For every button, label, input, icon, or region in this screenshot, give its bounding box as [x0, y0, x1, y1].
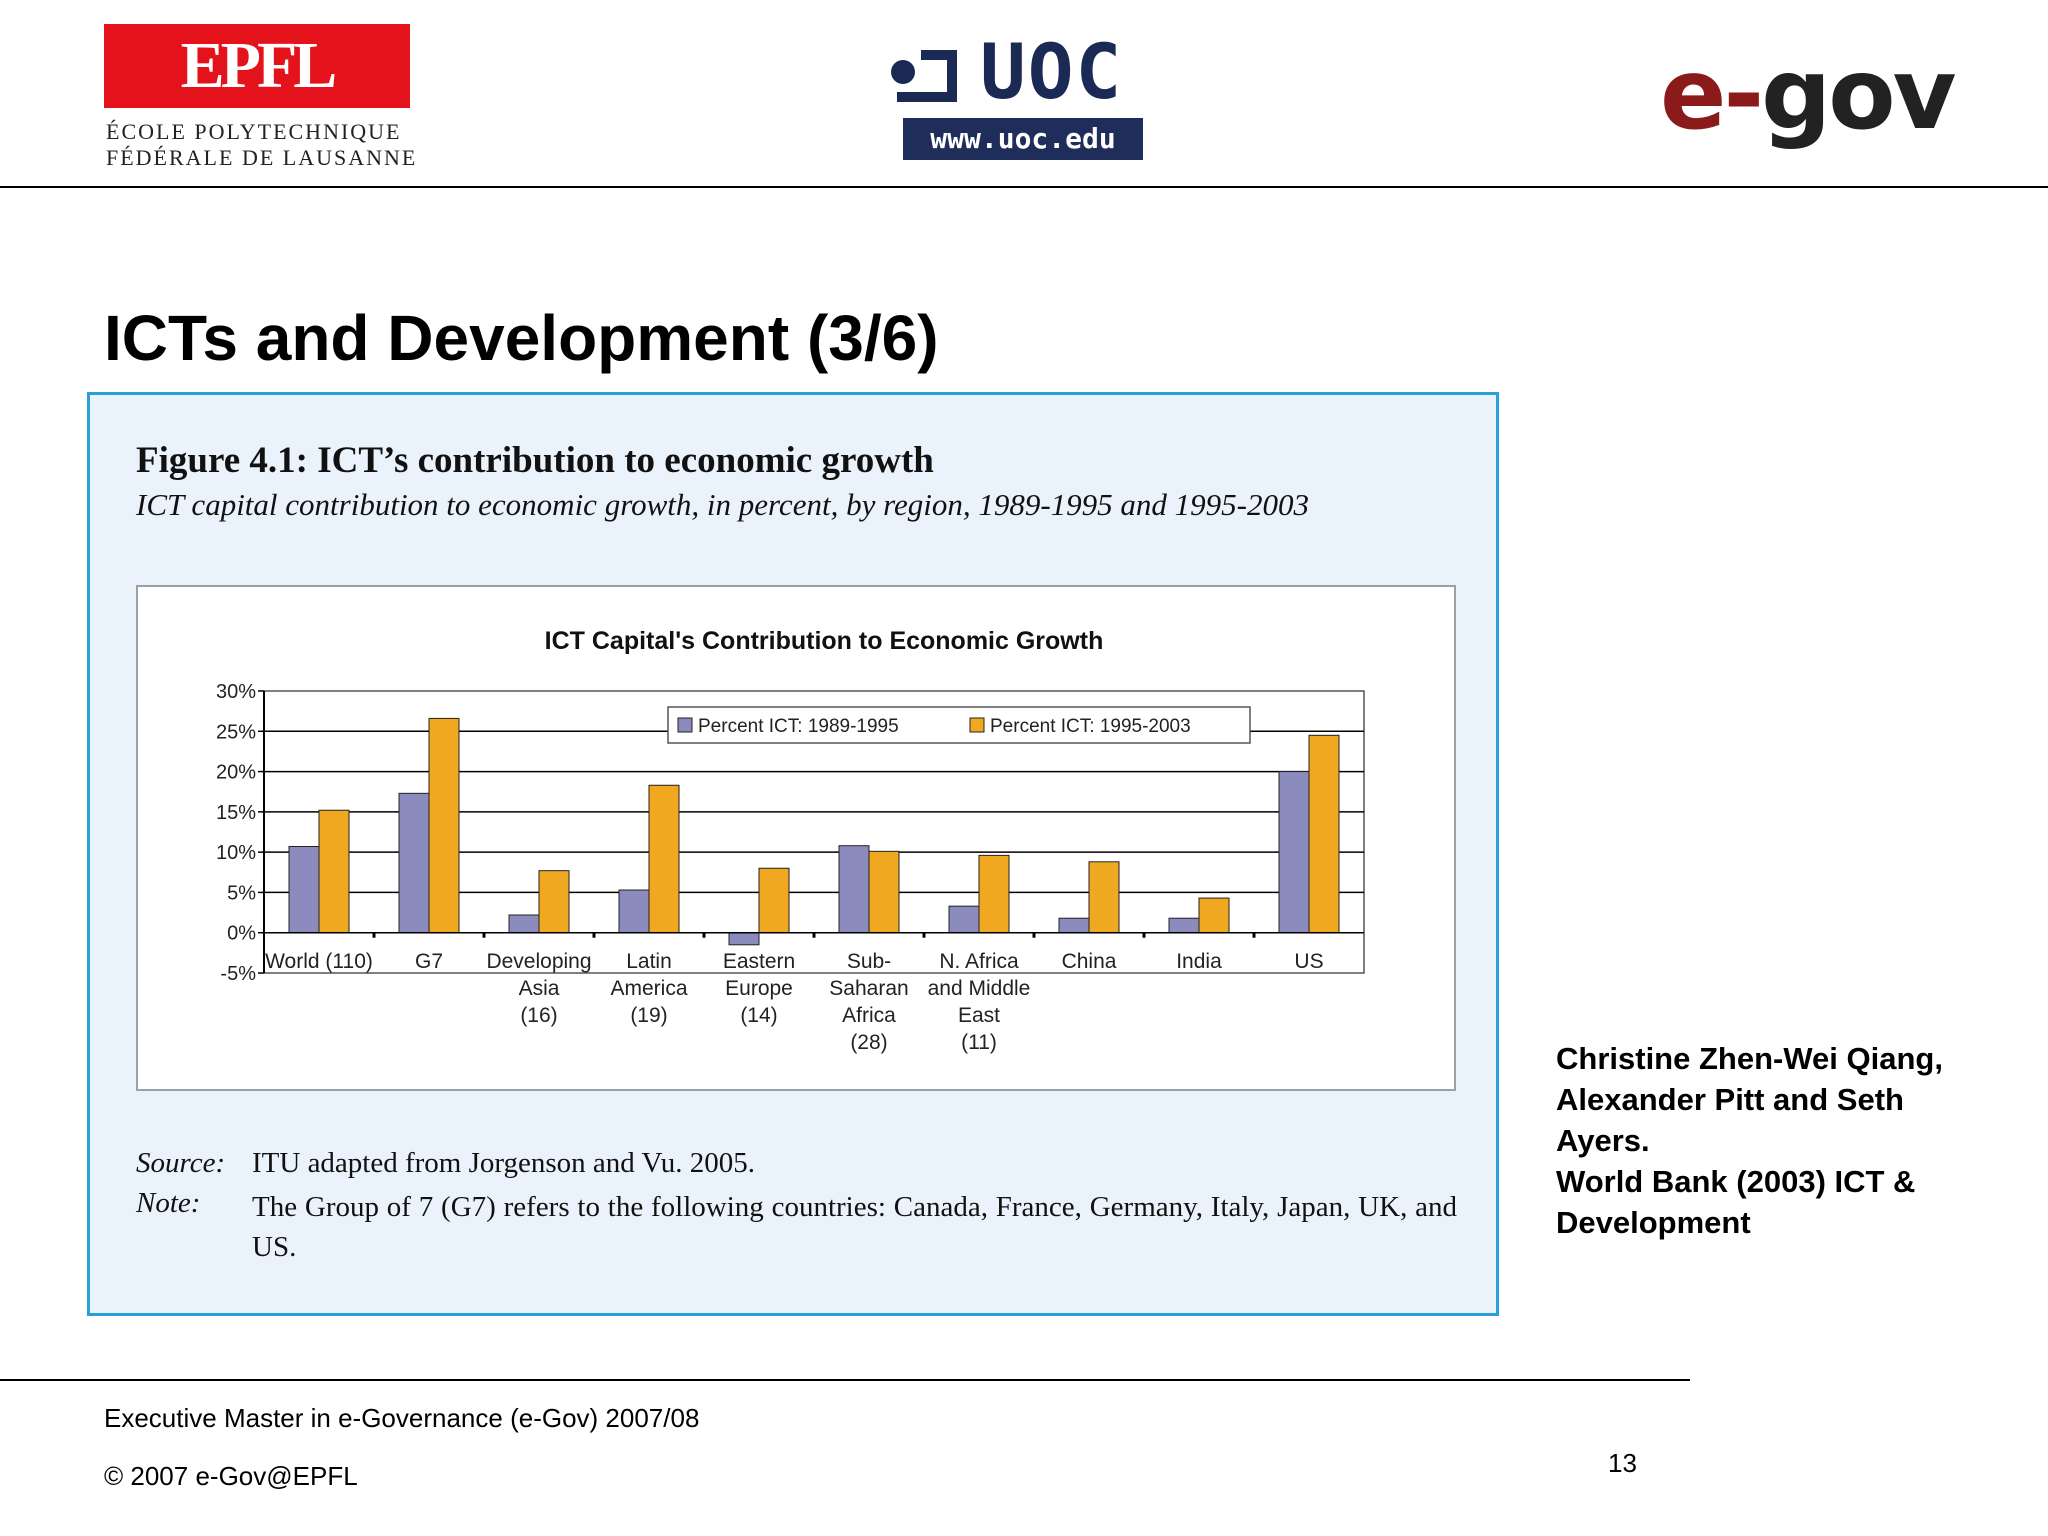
figure-subtitle: ICT capital contribution to economic gro…: [136, 487, 1310, 522]
epfl-logo-block: EPFL: [104, 24, 410, 108]
x-tick-label: World (110): [265, 950, 373, 973]
bar: [288, 846, 320, 934]
x-tick-label: Sub-: [847, 950, 891, 973]
legend-box: [667, 706, 1251, 744]
x-tick-label: China: [1062, 950, 1117, 973]
x-tick-label: and Middle: [928, 977, 1031, 1000]
bar: [1088, 861, 1120, 934]
bar: [1308, 734, 1340, 934]
footer-divider: [0, 1379, 1690, 1381]
egov-wordmark-suffix: gov: [1761, 38, 1956, 152]
x-tick-label: Europe: [725, 977, 793, 1000]
bar: [648, 784, 680, 934]
source-text: ITU adapted from Jorgenson and Vu. 2005.: [252, 1147, 755, 1179]
bar: [1198, 897, 1230, 934]
x-tick-label: (16): [520, 1004, 557, 1027]
bar: [318, 809, 350, 934]
chart-container: ICT Capital's Contribution to Economic G…: [136, 585, 1456, 1091]
x-tick-label: Saharan: [829, 977, 908, 1000]
y-tick-label: 20%: [216, 762, 256, 784]
citation-line: Alexander Pitt and Seth: [1556, 1082, 1904, 1117]
x-tick-label: Africa: [842, 1004, 896, 1027]
egov-wordmark-prefix: e-: [1660, 38, 1764, 152]
legend-swatch: [677, 717, 693, 733]
citation: Christine Zhen-Wei Qiang, Alexander Pitt…: [1556, 1038, 2026, 1243]
citation-line: Development: [1556, 1205, 1751, 1240]
x-tick-label: Asia: [519, 977, 560, 1000]
x-tick-label: (11): [961, 1031, 997, 1054]
page-number: 13: [1608, 1448, 1637, 1478]
x-tick-label: India: [1176, 950, 1222, 973]
bar: [728, 932, 760, 946]
bar: [868, 850, 900, 934]
legend-label: Percent ICT: 1989-1995: [698, 716, 899, 737]
bar: [1058, 917, 1090, 934]
x-tick-label: East: [958, 1004, 1000, 1027]
source-label: Source:: [136, 1147, 226, 1179]
chart-title: ICT Capital's Contribution to Economic G…: [545, 627, 1104, 655]
uoc-wordmark: UOC: [980, 27, 1124, 116]
legend-swatch: [969, 717, 985, 733]
bar: [1168, 917, 1200, 934]
x-tick-label: (19): [630, 1004, 667, 1027]
y-tick-label: 10%: [216, 842, 256, 864]
epfl-wordmark: EPFL: [180, 29, 338, 102]
y-tick-label: -5%: [220, 963, 256, 985]
citation-line: World Bank (2003) ICT &: [1556, 1164, 1916, 1199]
uoc-logo: UOC www.uoc.edu: [885, 32, 1145, 166]
x-tick-label: (28): [850, 1031, 887, 1054]
y-tick-label: 5%: [227, 882, 256, 904]
note-label: Note:: [136, 1187, 201, 1219]
bar: [398, 792, 430, 934]
egov-wordmark: e-gov: [1660, 38, 1957, 152]
bar: [508, 914, 540, 934]
citation-line: Ayers.: [1556, 1123, 1650, 1158]
bar: [538, 870, 570, 934]
epfl-logo: EPFL ÉCOLE POLYTECHNIQUE FÉDÉRALE DE LAU…: [104, 24, 418, 174]
bar: [1278, 771, 1310, 934]
x-tick-label: Latin: [626, 950, 672, 973]
footer-copyright: © 2007 e-Gov@EPFL: [104, 1461, 358, 1491]
epfl-name-line1: ÉCOLE POLYTECHNIQUE: [106, 119, 402, 144]
bar-chart: ICT Capital's Contribution to Economic G…: [216, 627, 1365, 1054]
bar: [948, 905, 980, 934]
uoc-symbol-icon: [891, 50, 957, 102]
header-divider: [0, 186, 2048, 188]
x-tick-label: G7: [415, 950, 443, 973]
y-tick-label: 25%: [216, 721, 256, 743]
figure-panel: Figure 4.1: ICT’s contribution to econom…: [87, 392, 1499, 1316]
uoc-url: www.uoc.edu: [903, 118, 1143, 160]
page-title: ICTs and Development (3/6): [104, 302, 939, 374]
legend-label: Percent ICT: 1995-2003: [990, 716, 1191, 737]
y-tick-label: 0%: [227, 923, 256, 945]
footer-program: Executive Master in e-Governance (e-Gov)…: [104, 1403, 700, 1433]
x-tick-label: America: [610, 977, 687, 1000]
bar: [758, 867, 790, 934]
bar: [838, 845, 870, 934]
bar: [618, 889, 650, 934]
y-tick-label: 15%: [216, 802, 256, 824]
figure-title: Figure 4.1: ICT’s contribution to econom…: [136, 440, 934, 481]
bar: [428, 717, 460, 934]
note-text: The Group of 7 (G7) refers to the follow…: [252, 1191, 1457, 1263]
egov-logo: e-gov: [1660, 40, 1990, 170]
bar: [978, 854, 1010, 934]
x-tick-label: (14): [740, 1004, 777, 1027]
epfl-name-line2: FÉDÉRALE DE LAUSANNE: [106, 145, 418, 170]
x-tick-label: Developing: [486, 950, 591, 973]
x-tick-label: Eastern: [723, 950, 795, 973]
x-tick-label: US: [1294, 950, 1323, 973]
citation-line: Christine Zhen-Wei Qiang,: [1556, 1041, 1943, 1076]
y-tick-label: 30%: [216, 681, 256, 703]
x-tick-label: N. Africa: [939, 950, 1019, 973]
